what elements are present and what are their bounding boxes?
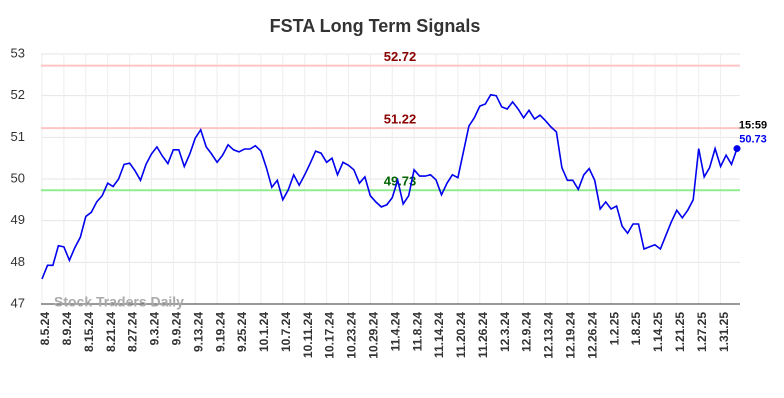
x-tick-label: 11.20.24 [454,312,468,358]
x-tick-label: 9.25.24 [235,312,249,352]
x-tick-label: 1.27.25 [695,312,709,352]
watermark: Stock Traders Daily [54,294,184,310]
x-tick-label: 10.1.24 [257,312,271,352]
x-tick-label: 9.9.24 [170,312,184,346]
price-line [41,93,738,280]
x-tick-label: 11.14.24 [432,312,446,358]
y-tick-label: 49 [11,212,25,227]
x-tick-label: 9.3.24 [148,312,162,346]
x-tick-label: 1.14.25 [651,312,665,352]
reference-label: 49.73 [384,174,417,189]
x-tick-label: 1.2.25 [607,312,621,346]
x-tick-label: 9.19.24 [213,312,227,352]
x-tick-label: 11.26.24 [476,312,490,358]
y-tick-label: 51 [11,129,25,144]
x-tick-label: 12.3.24 [498,312,512,352]
x-tick-label: 12.19.24 [564,312,578,359]
x-tick-label: 10.23.24 [345,312,359,359]
x-tick-label: 10.17.24 [323,312,337,359]
last-point [733,145,741,153]
x-tick-label: 12.26.24 [585,312,599,359]
last-value: 50.73 [739,133,767,145]
y-tick-label: 52 [11,87,25,102]
y-tick-label: 50 [11,170,25,185]
x-tick-label: 8.21.24 [104,312,118,352]
x-tick-label: 10.29.24 [367,312,381,359]
reference-label: 52.72 [384,49,417,64]
x-tick-label: 10.11.24 [301,312,315,358]
chart-title: FSTA Long Term Signals [270,16,481,36]
y-tick-label: 53 [11,45,25,60]
x-tick-label: 1.31.25 [717,312,731,352]
reference-label: 51.22 [384,112,417,127]
x-tick-label: 8.15.24 [82,312,96,352]
x-tick-label: 8.5.24 [38,312,52,346]
x-tick-label: 12.13.24 [542,312,556,359]
x-tick-label: 1.21.25 [673,312,687,352]
x-tick-label: 11.8.24 [410,312,424,352]
x-tick-label: 9.13.24 [191,312,205,352]
last-time: 15:59 [739,119,767,131]
x-tick-label: 8.27.24 [126,312,140,352]
y-tick-label: 48 [11,254,25,269]
x-tick-label: 11.4.24 [388,312,402,352]
x-tick-label: 8.9.24 [60,312,74,346]
x-tick-label: 12.9.24 [520,312,534,352]
x-tick-label: 10.7.24 [279,312,293,352]
x-tick-label: 1.8.25 [629,312,643,346]
y-tick-label: 47 [11,295,25,310]
